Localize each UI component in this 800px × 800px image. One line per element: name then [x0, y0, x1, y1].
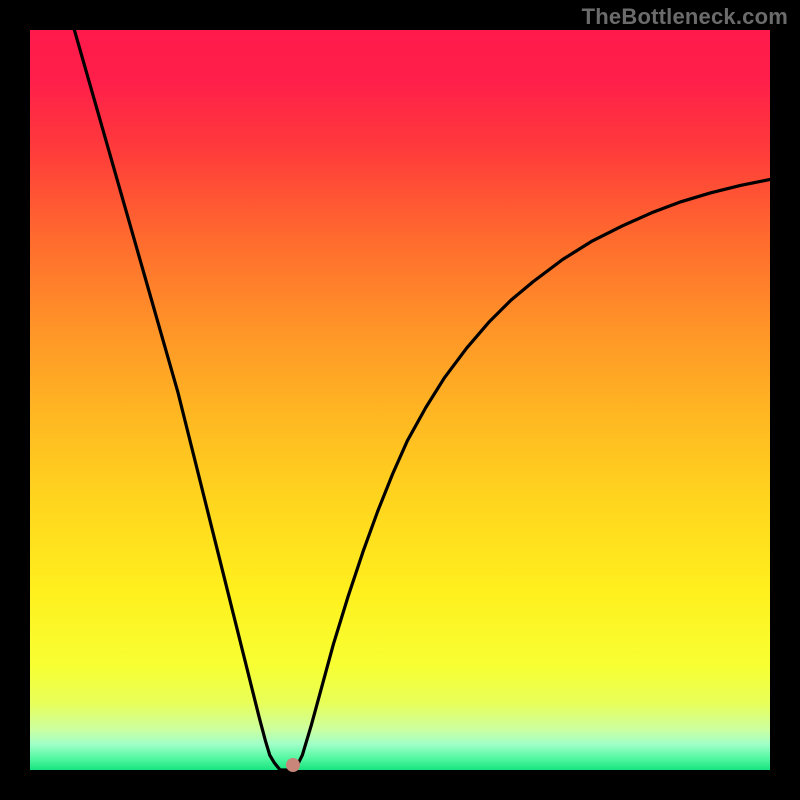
- chart-container: [30, 30, 770, 770]
- chart-curve: [30, 30, 770, 770]
- minimum-marker: [286, 758, 300, 772]
- watermark-text: TheBottleneck.com: [582, 4, 788, 30]
